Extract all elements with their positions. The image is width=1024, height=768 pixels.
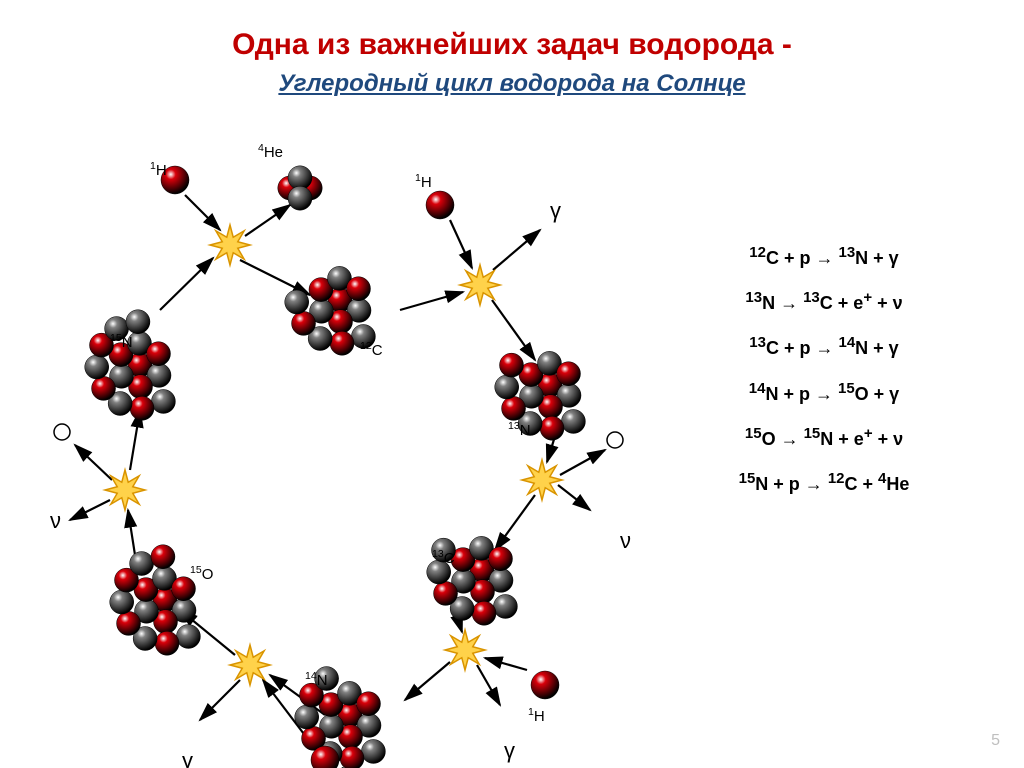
equation: 15O → 15N + e+ + ν xyxy=(674,416,974,461)
nuclide-label: 15N xyxy=(110,332,133,351)
title: Одна из важнейших задач водорода - xyxy=(0,28,1024,62)
nuclide-label: 4He xyxy=(258,142,283,161)
reaction-equations: 12C + p → 13N + γ13N → 13C + e+ + ν13C +… xyxy=(674,235,974,506)
nuclide-label: 14N xyxy=(305,670,328,689)
nuclide-label: γ xyxy=(550,198,561,224)
nuclide-label: 1H xyxy=(528,706,545,725)
nuclide-label: ν xyxy=(50,508,61,534)
nuclide-label: 15O xyxy=(190,564,213,583)
nuclide-label: 1H xyxy=(415,172,432,191)
nuclide-label: 1H xyxy=(150,160,167,179)
equation: 13N → 13C + e+ + ν xyxy=(674,280,974,325)
nuclide-label: 12C xyxy=(360,340,383,359)
subtitle: Углеродный цикл водорода на Солнце xyxy=(0,70,1024,98)
nuclide-label: 13C xyxy=(432,548,455,567)
nuclide-label: ν xyxy=(620,528,631,554)
equation: 15N + p → 12C + 4He xyxy=(674,461,974,506)
equation: 12C + p → 13N + γ xyxy=(674,235,974,280)
equation: 13C + p → 14N + γ xyxy=(674,325,974,370)
page-number: 5 xyxy=(991,732,1000,750)
equation: 14N + p → 15O + γ xyxy=(674,371,974,416)
nuclide-label: 13N xyxy=(508,420,531,439)
nuclide-label: γ xyxy=(504,738,515,764)
nuclide-label: γ xyxy=(182,748,193,768)
cno-cycle-diagram: 12C13N13C14N15O15N1H4He1Hγν1Hγγ1Hν xyxy=(30,110,670,750)
